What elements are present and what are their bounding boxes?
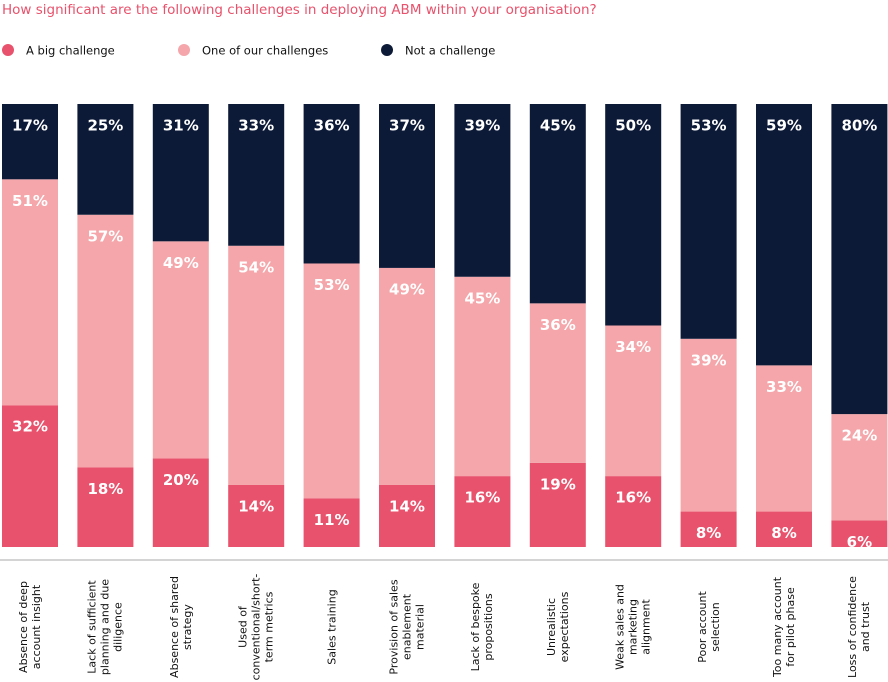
value-label: 51% — [12, 192, 48, 210]
value-label: 8% — [771, 524, 796, 542]
legend-swatch — [381, 44, 393, 56]
value-label: 36% — [314, 117, 350, 135]
bar-segment — [529, 104, 586, 304]
bar-segment — [454, 476, 511, 547]
value-label: 80% — [841, 117, 877, 135]
bar-segment — [228, 245, 285, 485]
bar-segment — [2, 179, 58, 406]
bar-segment — [77, 467, 134, 547]
legend-label: One of our challenges — [202, 44, 328, 58]
bar-segment — [152, 241, 209, 459]
value-label: 16% — [615, 489, 651, 507]
bar-segment — [152, 458, 209, 547]
value-label: 37% — [389, 117, 425, 135]
value-label: 16% — [464, 489, 500, 507]
value-label: 18% — [87, 480, 123, 498]
value-label: 32% — [12, 418, 48, 436]
bar-segment — [756, 104, 812, 366]
bar-segment — [831, 414, 888, 521]
value-label: 19% — [540, 475, 576, 493]
value-label: 31% — [163, 117, 199, 135]
bar-segment — [2, 405, 58, 547]
bar-segment — [379, 104, 435, 268]
value-label: 25% — [87, 117, 123, 135]
legend-swatch — [2, 44, 14, 56]
value-label: 11% — [314, 511, 350, 529]
value-label: 53% — [691, 117, 727, 135]
x-tick-label: Too many account for pilot phase — [771, 576, 797, 678]
value-label: 50% — [615, 117, 651, 135]
x-tick-label: Used of conventional/short-term metrics — [236, 573, 276, 681]
bar-segment — [2, 104, 58, 180]
value-label: 49% — [163, 254, 199, 272]
x-tick-label: Weak sales and marketing alignment — [613, 584, 653, 670]
chart-title: How significant are the following challe… — [2, 2, 597, 18]
value-label: 33% — [238, 117, 274, 135]
bar-segment — [454, 276, 511, 477]
value-label: 14% — [238, 497, 274, 515]
legend-swatch — [178, 44, 190, 56]
x-tick-label: Sales training — [325, 589, 339, 665]
bar-segment — [379, 267, 435, 485]
value-label: 20% — [163, 471, 199, 489]
legend-label: A big challenge — [26, 44, 115, 58]
bar-segment — [756, 511, 812, 547]
bar-segment — [605, 325, 662, 477]
x-tick-label: Absence of shared strategy — [167, 576, 194, 678]
bar-segment — [605, 104, 662, 326]
bar-segment — [831, 520, 888, 547]
value-label: 36% — [540, 316, 576, 334]
value-label: 45% — [540, 117, 576, 135]
bar-segment — [303, 498, 360, 547]
legend-label: Not a challenge — [405, 44, 495, 58]
bar-segment — [680, 511, 737, 547]
value-label: 34% — [615, 338, 651, 356]
x-tick-label: Unrealistic expectations — [544, 591, 571, 663]
x-tick-label: Poor account selection — [695, 591, 722, 663]
value-label: 59% — [766, 117, 802, 135]
value-label: 54% — [238, 258, 274, 276]
value-label: 14% — [389, 497, 425, 515]
value-label: 6% — [847, 533, 872, 551]
x-tick-label: Lack of bespoke propositions — [469, 582, 496, 672]
value-label: 24% — [841, 427, 877, 445]
value-label: 39% — [464, 117, 500, 135]
bar-segment — [77, 104, 134, 215]
bar-segment — [152, 104, 209, 242]
bar-segment — [680, 338, 737, 512]
value-label: 8% — [696, 524, 721, 542]
bar-segment — [303, 104, 360, 264]
bar-segment — [605, 476, 662, 547]
bar-segment — [77, 214, 134, 468]
x-tick-label: Absence of deep account insight — [17, 581, 43, 673]
value-label: 39% — [691, 351, 727, 369]
value-label: 33% — [766, 378, 802, 396]
value-label: 57% — [87, 227, 123, 245]
bar-segment — [831, 104, 888, 415]
bar-segment — [756, 365, 812, 512]
bar-segment — [303, 263, 360, 499]
bar-segment — [529, 303, 586, 463]
value-label: 53% — [314, 276, 350, 294]
value-label: 17% — [12, 117, 48, 135]
bar-segment — [228, 484, 285, 547]
bar-segment — [529, 462, 586, 547]
x-tick-label: Lack of sufficient planning and due dili… — [85, 578, 125, 676]
value-label: 45% — [464, 289, 500, 307]
bar-segment — [228, 104, 285, 246]
bar-segment — [680, 104, 737, 339]
x-tick-label: Provision of sales enablement material — [387, 579, 427, 675]
value-label: 49% — [389, 280, 425, 298]
x-tick-label: Loss of confidence and trust — [846, 576, 873, 678]
bar-segment — [454, 104, 511, 277]
bar-segment — [379, 484, 435, 547]
